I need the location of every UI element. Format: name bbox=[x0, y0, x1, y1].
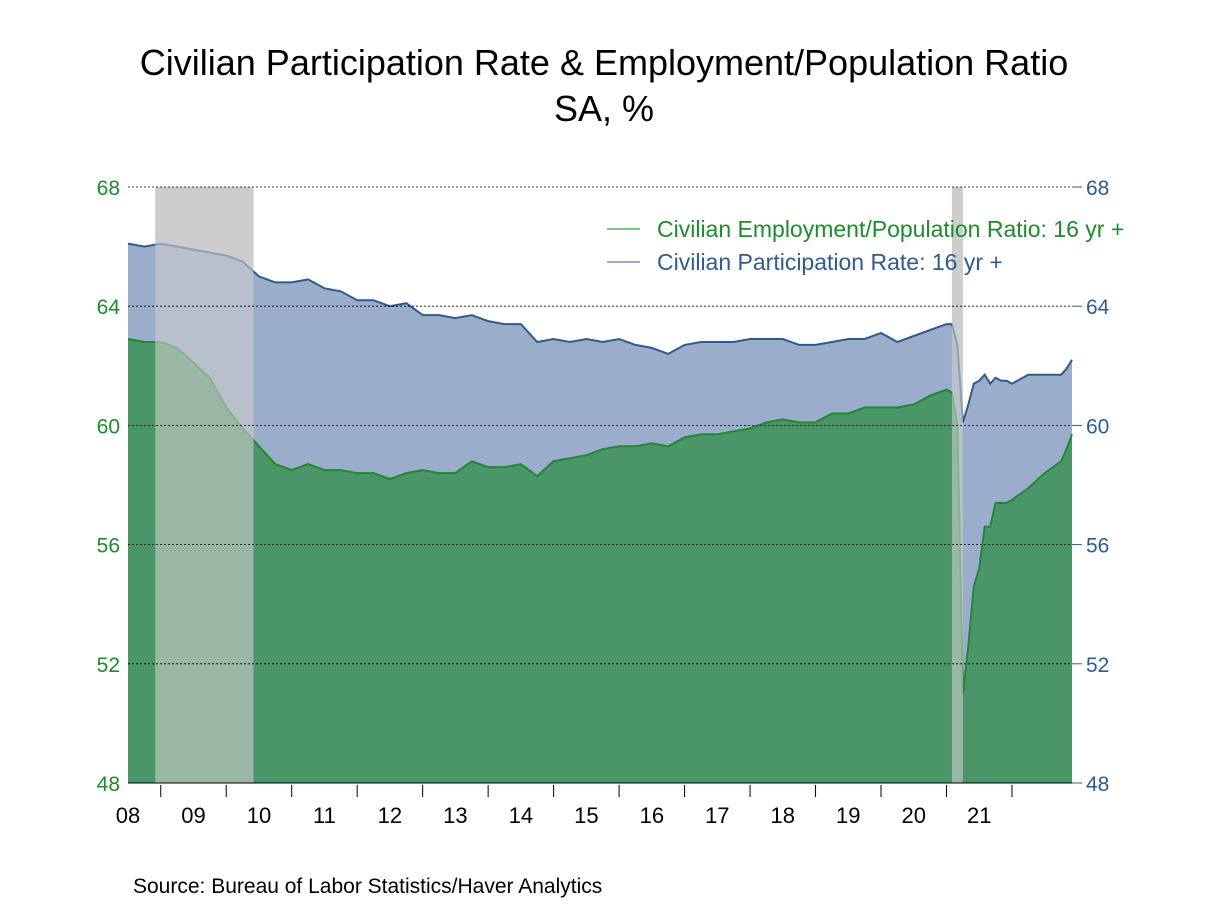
x-tick-label: 16 bbox=[640, 803, 664, 828]
y-tick-label-left: 68 bbox=[97, 177, 120, 200]
x-tick-label: 17 bbox=[705, 803, 729, 828]
chart-subtitle: SA, % bbox=[553, 88, 655, 129]
source-note: Source: Bureau of Labor Statistics/Haver… bbox=[133, 875, 603, 898]
y-tick-label-right: 48 bbox=[1086, 773, 1109, 796]
y-tick-label-left: 48 bbox=[97, 773, 120, 796]
y-tick-label-right: 68 bbox=[1086, 177, 1109, 200]
y-tick-label-left: 60 bbox=[97, 415, 120, 438]
recession-overlay-0 bbox=[155, 187, 254, 783]
series-line-1 bbox=[127, 338, 1073, 694]
y-tick-label-right: 64 bbox=[1086, 296, 1110, 319]
x-tick-label: 10 bbox=[247, 803, 271, 828]
x-tick-label: 19 bbox=[836, 803, 860, 828]
x-tick-label: 14 bbox=[509, 803, 533, 828]
series-line-0 bbox=[127, 242, 1073, 423]
recession-overlay-1 bbox=[951, 187, 963, 783]
x-tick-label: 13 bbox=[443, 803, 467, 828]
x-tick-label: 08 bbox=[116, 803, 140, 828]
series-area-1 bbox=[128, 339, 1072, 783]
grid-lines bbox=[128, 186, 1072, 665]
x-tick-label: 12 bbox=[378, 803, 402, 828]
recession-overlay bbox=[155, 187, 963, 783]
legend-label-1: Civilian Participation Rate: 16 yr + bbox=[657, 249, 1003, 275]
y-tick-label-right: 60 bbox=[1086, 415, 1109, 438]
y-tick-label-left: 56 bbox=[97, 535, 120, 558]
y-tick-label-left: 64 bbox=[97, 296, 121, 319]
y-tick-label-right: 52 bbox=[1086, 654, 1109, 677]
legend: Civilian Employment/Population Ratio: 16… bbox=[607, 216, 1124, 275]
x-tick-label: 18 bbox=[771, 803, 795, 828]
y-tick-label-left: 52 bbox=[97, 654, 120, 677]
legend-label-0: Civilian Employment/Population Ratio: 16… bbox=[657, 216, 1124, 242]
x-tick-label: 11 bbox=[313, 803, 336, 828]
x-tick-label: 20 bbox=[902, 803, 926, 828]
x-tick-label: 09 bbox=[181, 803, 205, 828]
series-areas bbox=[127, 242, 1073, 784]
chart-title: Civilian Participation Rate & Employment… bbox=[139, 42, 1069, 83]
axes: 48 48 52 52 56 56 60 60 64 64 68 68 08 09 10 11 12 13 14 15… bbox=[97, 177, 1110, 828]
y-tick-label-right: 56 bbox=[1086, 535, 1109, 558]
x-tick-label: 21 bbox=[967, 803, 991, 828]
x-tick-label: 15 bbox=[574, 803, 598, 828]
